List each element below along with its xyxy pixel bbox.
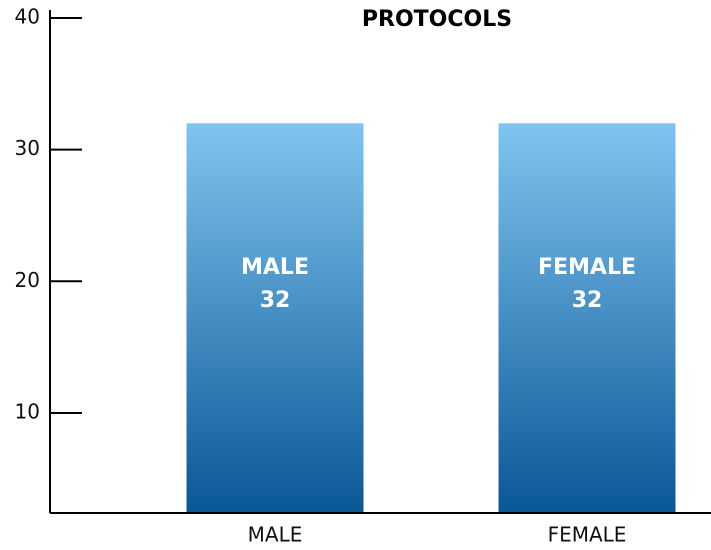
x-tick-label: FEMALE: [548, 523, 627, 547]
chart-title: PROTOCOLS: [362, 7, 512, 32]
y-tick-label: 10: [15, 399, 40, 423]
data-label-name: MALE: [241, 255, 309, 280]
y-tick-label: 40: [15, 5, 40, 29]
y-tick-label: 30: [15, 136, 40, 160]
data-label: 32: [260, 288, 291, 313]
bar: [498, 123, 676, 513]
y-tick-label: 20: [15, 268, 40, 292]
bar: [186, 123, 364, 513]
data-label-name: FEMALE: [538, 255, 636, 280]
data-label: 32: [572, 288, 603, 313]
x-tick-label: MALE: [248, 523, 303, 547]
